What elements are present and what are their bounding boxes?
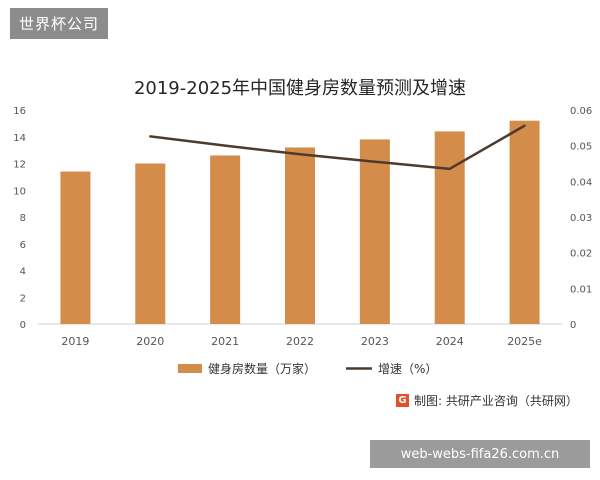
source-note: G 制图: 共研产业咨询（共研网） bbox=[396, 392, 578, 409]
x-axis: 2019 2020 2021 2022 2023 2024 2025e bbox=[61, 335, 542, 348]
growth-rate-point bbox=[298, 153, 302, 156]
right-tick-label: 0.05 bbox=[570, 142, 592, 153]
legend-bar-swatch bbox=[178, 364, 202, 373]
legend-line-label: 增速（%） bbox=[378, 362, 437, 376]
left-tick-label: 14 bbox=[13, 133, 26, 144]
growth-rate-point bbox=[523, 124, 526, 127]
right-tick-label: 0.02 bbox=[570, 249, 592, 260]
bar-2025e bbox=[509, 120, 540, 324]
left-tick-label: 6 bbox=[20, 240, 26, 251]
right-tick-label: 0.06 bbox=[570, 106, 592, 117]
left-tick-label: 10 bbox=[13, 186, 26, 197]
right-tick-label: 0.01 bbox=[570, 284, 592, 295]
chart-title: 2019-2025年中国健身房数量预测及增速 bbox=[133, 78, 467, 99]
bar-2024 bbox=[434, 131, 465, 324]
right-axis: 0 0.01 0.02 0.03 0.04 0.05 0.06 bbox=[570, 106, 592, 331]
legend-bar-label: 健身房数量（万家） bbox=[208, 361, 316, 376]
growth-rate-point bbox=[223, 144, 227, 147]
left-axis: 0 2 4 6 8 10 12 14 16 bbox=[13, 106, 26, 331]
bar-2019 bbox=[60, 171, 91, 324]
left-tick-label: 2 bbox=[20, 293, 26, 304]
growth-rate-point bbox=[149, 135, 152, 138]
x-tick-label: 2025e bbox=[507, 335, 542, 348]
url-watermark: web-webs-fifa26.com.cn bbox=[370, 440, 590, 468]
growth-line-group bbox=[149, 124, 526, 171]
source-text: 制图: 共研产业咨询（共研网） bbox=[414, 394, 578, 408]
left-tick-label: 12 bbox=[13, 160, 26, 171]
bar-2023 bbox=[359, 139, 390, 324]
bar-2020 bbox=[135, 163, 166, 324]
bars-group bbox=[60, 120, 540, 324]
left-tick-label: 8 bbox=[20, 213, 26, 224]
x-tick-label: 2023 bbox=[361, 335, 389, 348]
right-tick-label: 0.04 bbox=[570, 177, 592, 188]
growth-rate-line bbox=[150, 124, 526, 171]
x-tick-label: 2019 bbox=[61, 335, 89, 348]
left-tick-label: 4 bbox=[20, 267, 26, 278]
x-tick-label: 2024 bbox=[436, 335, 464, 348]
company-badge: 世界杯公司 bbox=[10, 8, 109, 39]
left-tick-label: 0 bbox=[20, 320, 26, 331]
left-tick-label: 16 bbox=[13, 106, 26, 117]
right-tick-label: 0.03 bbox=[570, 213, 592, 224]
x-tick-label: 2020 bbox=[136, 335, 164, 348]
x-tick-label: 2022 bbox=[286, 335, 314, 348]
x-tick-label: 2021 bbox=[211, 335, 239, 348]
legend: 健身房数量（万家） 增速（%） bbox=[178, 361, 437, 376]
right-tick-label: 0 bbox=[570, 320, 576, 331]
growth-rate-point bbox=[448, 167, 451, 171]
brand-logo-icon: G bbox=[396, 394, 409, 407]
bar-2022 bbox=[285, 147, 315, 324]
bar-2021 bbox=[210, 155, 241, 324]
growth-rate-point bbox=[373, 160, 377, 163]
